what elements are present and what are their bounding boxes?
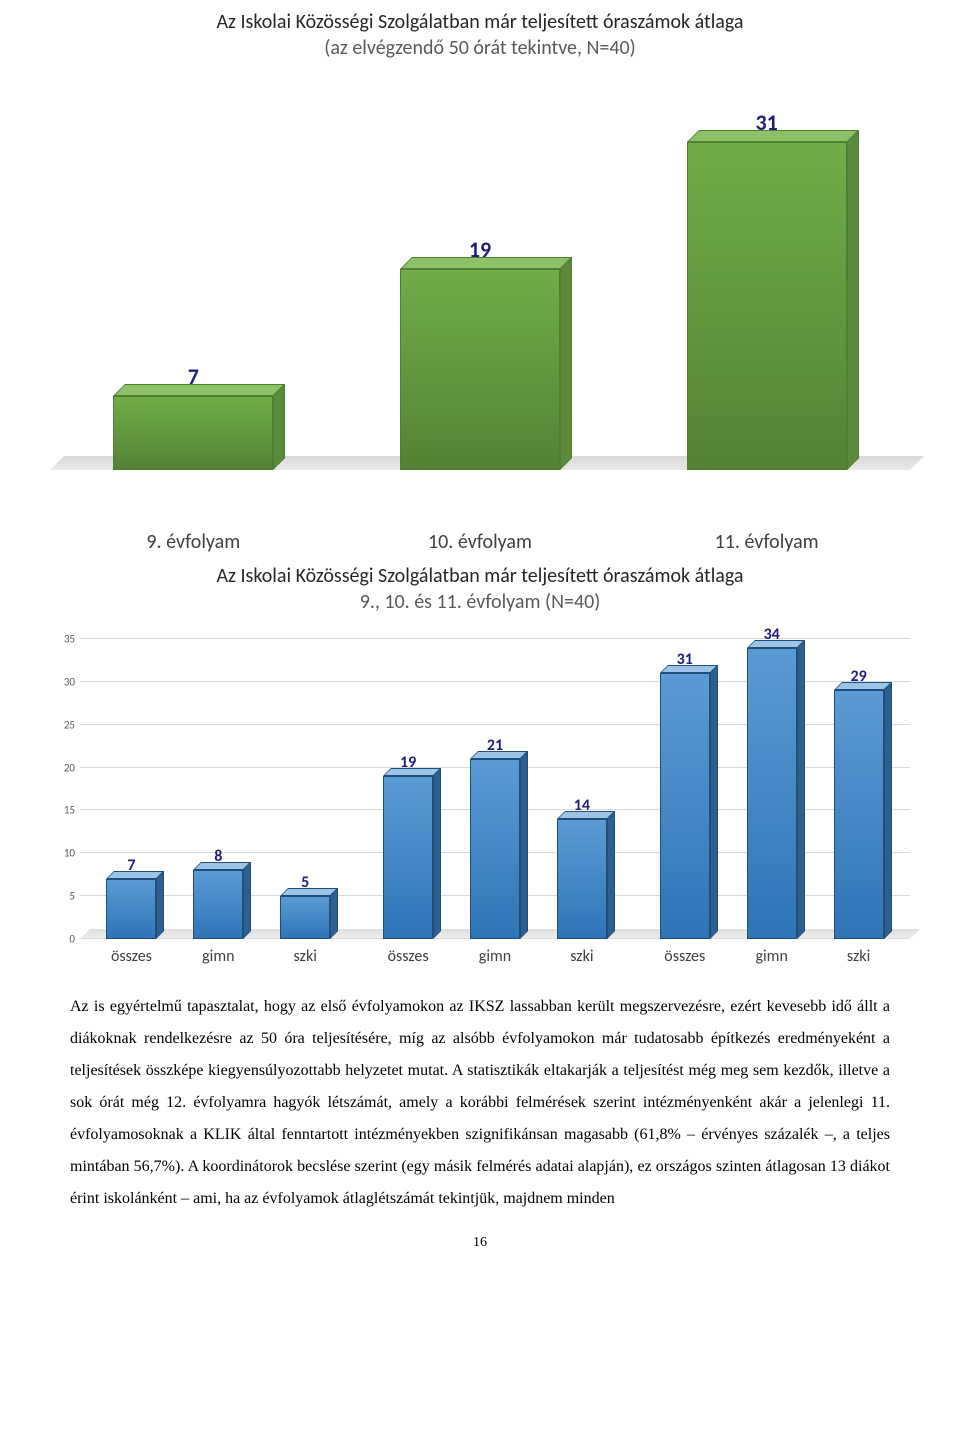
chart2-bar-0-0: 7	[96, 856, 166, 939]
chart2-labelgroup-1: összes gimn szki	[357, 947, 634, 966]
chart1-title: Az Iskolai Közösségi Szolgálatban már te…	[30, 10, 930, 34]
chart2-subtitle: 9., 10. és 11. évfolyam (N=40)	[30, 590, 930, 614]
chart1-xlabel-1: 10. évfolyam	[370, 530, 590, 554]
chart2-bar-2-0: 31	[650, 650, 720, 939]
chart2-labelgroup-2: összes gimn szki	[633, 947, 910, 966]
chart2-xlabel-1-2: szki	[547, 947, 617, 966]
chart2-bar-0-1: 8	[183, 847, 253, 939]
chart2-xlabel-1-0: összes	[373, 947, 443, 966]
chart2-bar-1-0: 19	[373, 753, 443, 939]
chart2-barshape-0-2	[280, 896, 330, 939]
chart2-group-2: 313429	[633, 639, 910, 939]
chart2-xlabel-0-2: szki	[270, 947, 340, 966]
chart1-bar-0: 7	[83, 363, 303, 470]
chart2-xlabel-1-1: gimn	[460, 947, 530, 966]
chart1-bar-2: 31	[657, 109, 877, 470]
chart1-bar-1: 19	[370, 236, 590, 470]
chart2-ytick-0: 0	[69, 933, 75, 946]
chart2-ytick-15: 15	[64, 804, 75, 817]
chart1-subtitle: (az elvégzendő 50 órát tekintve, N=40)	[30, 36, 930, 60]
chart1-xlabel-2: 11. évfolyam	[657, 530, 877, 554]
chart2-title: Az Iskolai Közösségi Szolgálatban már te…	[30, 564, 930, 588]
chart2-bar-1-1: 21	[460, 736, 530, 939]
chart2-xlabel-2-2: szki	[824, 947, 894, 966]
chart2-xlabel-0-1: gimn	[183, 947, 253, 966]
chart2-barshape-2-0	[660, 673, 710, 939]
chart2-ytick-10: 10	[64, 847, 75, 860]
body-paragraph: Az is egyértelmű tapasztalat, hogy az el…	[0, 966, 960, 1215]
chart2-barshape-0-1	[193, 870, 243, 939]
page-number: 16	[0, 1215, 960, 1261]
chart1-bar-shape-0	[113, 396, 273, 470]
chart2-xlabels: összesgimnszkiösszesgimnszkiösszesgimnsz…	[80, 939, 910, 966]
chart1-xlabel-0: 9. évfolyam	[83, 530, 303, 554]
chart2-plotarea: 05101520253035 785192114313429	[80, 639, 910, 939]
chart2-labelgroup-0: összes gimn szki	[80, 947, 357, 966]
chart1-bar-shape-2	[687, 142, 847, 470]
chart2-barshape-1-1	[470, 759, 520, 939]
chart2-ytick-30: 30	[64, 675, 75, 688]
chart2-ytick-20: 20	[64, 761, 75, 774]
chart2-group-0: 785	[80, 639, 357, 939]
chart2-group-1: 192114	[357, 639, 634, 939]
chart2-xlabel-2-1: gimn	[737, 947, 807, 966]
chart2-xlabel-0-0: összes	[96, 947, 166, 966]
chart2-bar-1-2: 14	[547, 796, 617, 939]
chart2-barshape-2-2	[834, 690, 884, 939]
chart2-barshape-0-0	[106, 879, 156, 939]
chart2-bar-0-2: 5	[270, 873, 340, 939]
chart2-ytick-35: 35	[64, 633, 75, 646]
chart2: 05101520253035 785192114313429 összesgim…	[30, 639, 930, 966]
chart1-xlabels: 9. évfolyam 10. évfolyam 11. évfolyam	[30, 520, 930, 554]
chart2-ytick-25: 25	[64, 718, 75, 731]
chart2-barshape-2-1	[747, 648, 797, 939]
chart2-ytick-5: 5	[69, 890, 75, 903]
chart2-xlabel-2-0: összes	[650, 947, 720, 966]
chart2-barshape-1-0	[383, 776, 433, 939]
chart1-plot: 7 19 31	[30, 80, 930, 520]
chart2-barshape-1-2	[557, 819, 607, 939]
chart1-container: Az Iskolai Közösségi Szolgálatban már te…	[0, 0, 960, 554]
chart2-yaxis: 05101520253035	[45, 639, 75, 939]
chart1-bar-shape-1	[400, 269, 560, 470]
chart2-bar-2-2: 29	[824, 667, 894, 939]
chart2-container: Az Iskolai Közösségi Szolgálatban már te…	[0, 554, 960, 966]
chart2-bar-2-1: 34	[737, 625, 807, 939]
chart2-bars: 785192114313429	[80, 639, 910, 939]
